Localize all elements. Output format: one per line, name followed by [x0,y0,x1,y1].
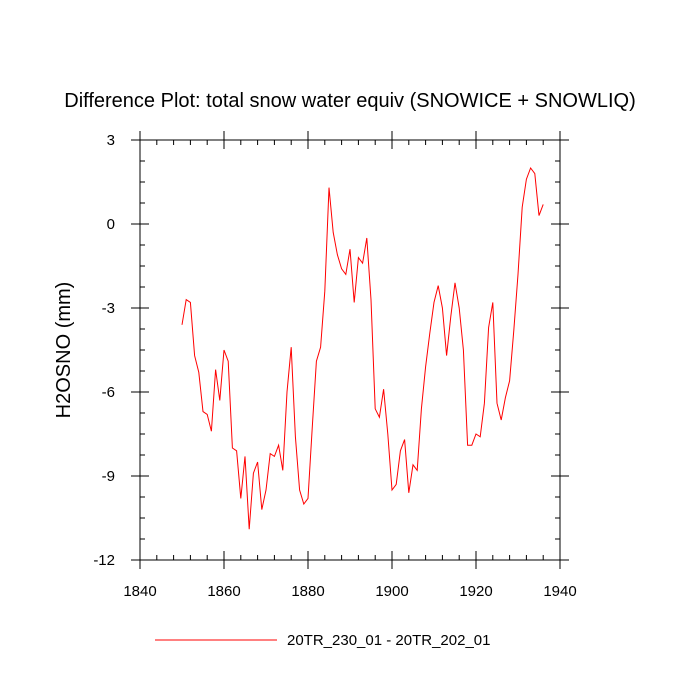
legend-label: 20TR_230_01 - 20TR_202_01 [287,632,490,649]
y-tick-label: 3 [107,132,115,149]
y-tick-label: -12 [93,552,115,569]
axis-ticks [131,131,569,569]
x-tick-label: 1940 [543,583,576,600]
x-tick-label: 1920 [459,583,492,600]
x-tick-label: 1880 [291,583,324,600]
series-line [181,166,544,530]
y-tick-label: -6 [102,384,115,401]
x-tick-label: 1860 [207,583,240,600]
chart-title: Difference Plot: total snow water equiv … [64,90,635,112]
x-tick-label: 1900 [375,583,408,600]
legend: 20TR_230_01 - 20TR_202_01 [155,632,490,649]
tick-labels: 1840 1860 1880 1900 1920 1940 -12 -9 -6 -3 0 3 [93,132,576,600]
x-tick-label: 1840 [123,583,156,600]
y-tick-label: -3 [102,300,115,317]
plot-frame [139,139,561,561]
y-tick-label: 0 [107,216,115,233]
y-axis-label: H2OSNO (mm) [53,282,75,419]
y-tick-label: -9 [102,468,115,485]
series-group [181,166,544,530]
